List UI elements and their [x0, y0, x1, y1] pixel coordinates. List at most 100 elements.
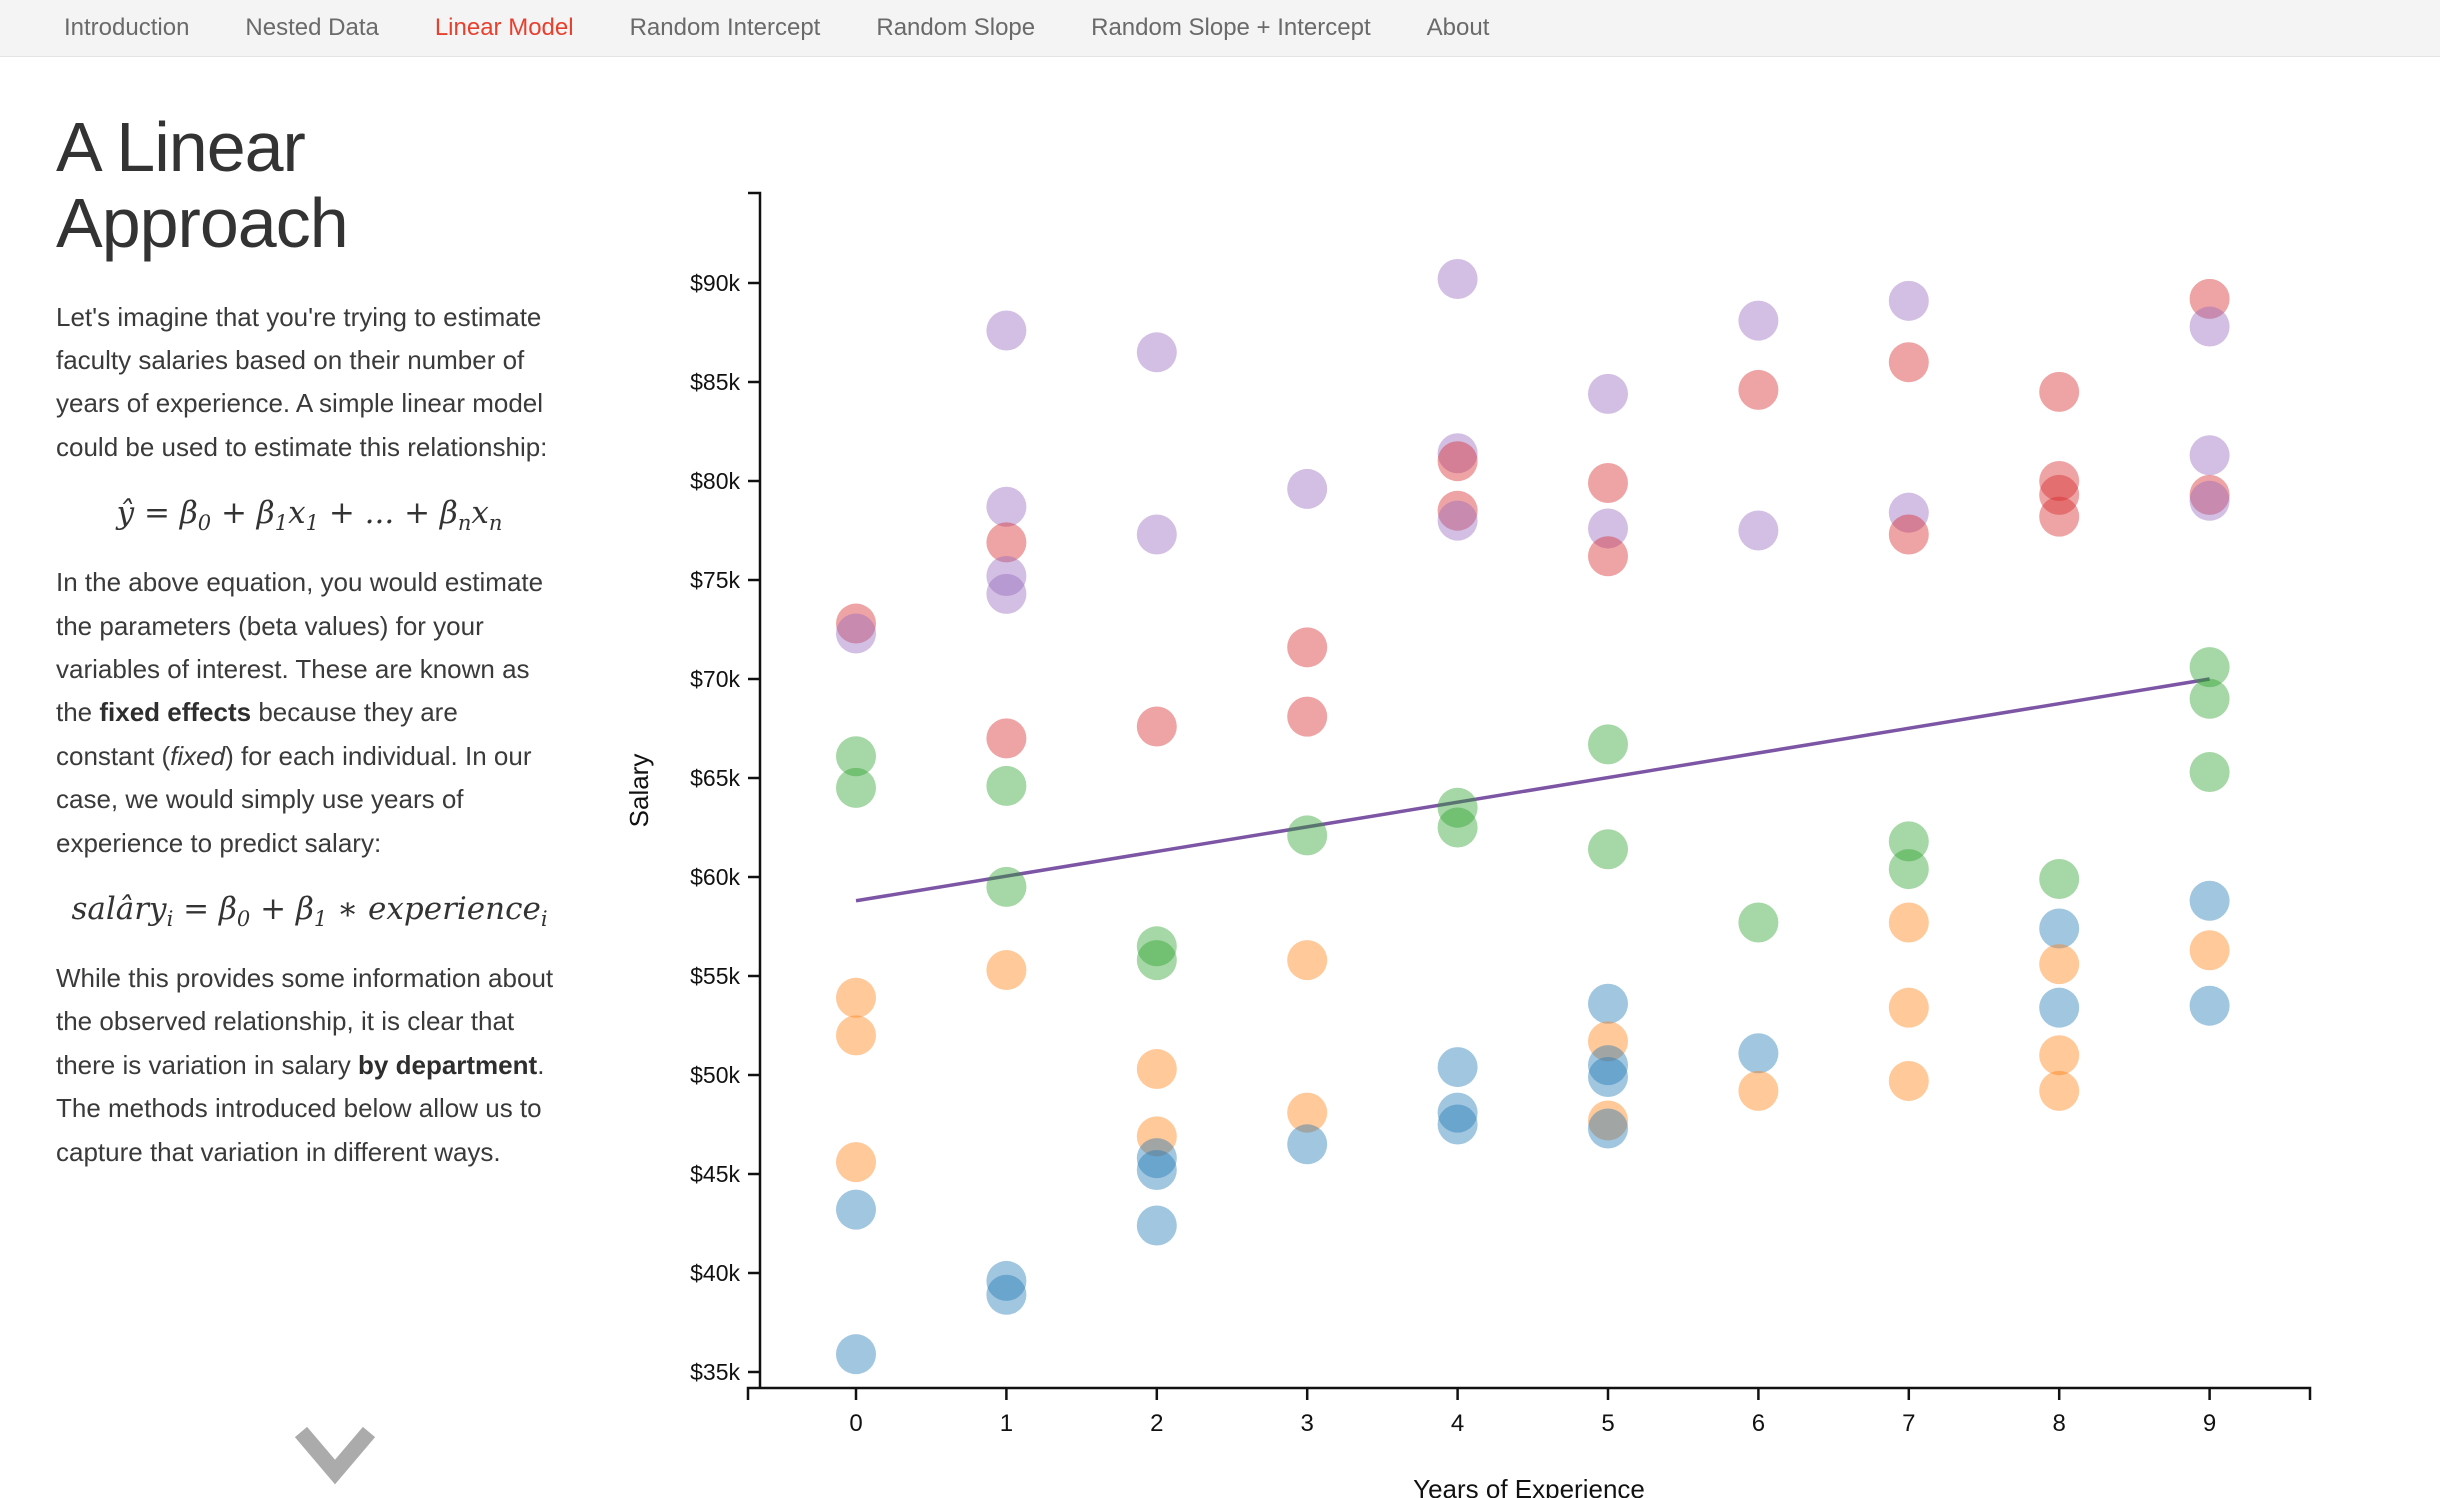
x-axis-line — [746, 1386, 2312, 1400]
scatter-point-purple — [1738, 300, 1779, 341]
scatter-point-blue — [836, 1334, 876, 1375]
equation-term: ŷ = β — [116, 495, 198, 532]
article-column: A Linear Approach Let's imagine that you… — [56, 57, 563, 1174]
scatter-point-red — [1588, 536, 1628, 577]
y-axis-tick-label: $80k — [690, 468, 740, 494]
scatter-point-blue — [1136, 1138, 1177, 1179]
scatter-point-purple — [1738, 510, 1779, 551]
x-axis-title: Years of Experience — [1413, 1474, 1645, 1498]
x-axis-tick-label: 4 — [1451, 1410, 1464, 1437]
nav-item-random-slope[interactable]: Random Slope — [876, 14, 1036, 41]
scatter-point-green — [986, 765, 1027, 806]
scatter-point-purple — [2189, 480, 2230, 521]
equation-subscript: 0 — [236, 907, 251, 932]
scatter-point-orange — [1136, 1049, 1177, 1090]
nav-item-about[interactable]: About — [1426, 14, 1490, 41]
scatter-point-red — [2189, 474, 2230, 515]
scatter-plot-svg: $35k $40k $45k $50k $55k $60k $65k $70k $75k $80k… — [624, 191, 2312, 1498]
scatter-point-blue — [1437, 1092, 1478, 1133]
y-axis-tick-label: $55k — [690, 963, 740, 989]
scatter-point-red — [1888, 342, 1929, 383]
scatter-point-orange — [2039, 1070, 2080, 1111]
italic-text: fixed — [170, 740, 226, 771]
scatter-point-orange — [2039, 944, 2080, 985]
salary-experience-chart: $35k $40k $45k $50k $55k $60k $65k $70k $75k $80k… — [600, 57, 2440, 1498]
scatter-point-red — [1287, 627, 1328, 668]
scatter-point-purple — [1888, 492, 1929, 533]
scatter-point-purple — [1888, 280, 1929, 321]
x-axis-tick-label: 8 — [2053, 1410, 2066, 1437]
page-title: A Linear Approach — [56, 108, 349, 263]
x-axis-tick-label: 3 — [1301, 1410, 1314, 1437]
equation-linear-model: ŷ = β0 + β1x1 + ... + βnxn — [56, 495, 563, 534]
scatter-point-blue — [1588, 1108, 1628, 1149]
text-run: While this provides some information abo… — [56, 963, 554, 1080]
y-axis-tick-label: $70k — [690, 666, 740, 692]
text-run: In the above equation, you would estimat… — [56, 567, 544, 728]
equation-term: + β — [211, 495, 275, 532]
scatter-point-red — [2039, 371, 2080, 412]
scatter-point-purple — [1588, 373, 1628, 414]
scroll-down-chevron-icon[interactable] — [293, 1424, 377, 1486]
equation-salary-model: salâryi = β0 + β1 ∗ experiencei — [56, 891, 563, 930]
scatter-point-blue — [1136, 1205, 1177, 1246]
nav-item-nested-data[interactable]: Nested Data — [245, 14, 379, 41]
scatter-point-blue — [1588, 1056, 1628, 1097]
scatter-point-red — [1136, 706, 1177, 747]
text-run: ) for each individual. In our case, we w… — [56, 740, 532, 858]
scatter-point-green — [1888, 849, 1929, 890]
y-axis-tick-label: $50k — [690, 1062, 740, 1088]
scatter-point-green — [1437, 787, 1478, 828]
scatter-point-purple — [986, 486, 1027, 527]
scatter-point-orange — [1888, 902, 1929, 943]
text-run: because they are constant ( — [56, 697, 458, 771]
regression-trend-line — [855, 677, 2210, 903]
equation-subscript: i — [166, 907, 174, 932]
scatter-point-orange — [2189, 930, 2230, 971]
nav-item-linear-model[interactable]: Linear Model — [434, 14, 574, 41]
scatter-point-blue — [1588, 983, 1628, 1024]
equation-subscript: n — [457, 511, 472, 536]
scatter-point-orange — [1287, 940, 1328, 981]
nav-item-introduction[interactable]: Introduction — [64, 14, 190, 41]
paragraph-variation: While this provides some information abo… — [56, 957, 563, 1174]
scatter-point-purple — [1287, 468, 1328, 509]
scatter-point-orange — [2039, 1035, 2080, 1076]
scatter-point-orange — [1888, 987, 1929, 1028]
x-axis-tick-label: 2 — [1150, 1410, 1163, 1437]
x-axis-tick-label: 7 — [1902, 1410, 1915, 1437]
scatter-point-blue — [2039, 908, 2080, 949]
bold-text: by department — [358, 1049, 538, 1080]
paragraph-intro: Let's imagine that you're trying to esti… — [56, 301, 548, 462]
scatter-point-purple — [836, 613, 876, 654]
scatter-point-red — [1287, 696, 1328, 737]
scatter-point-green — [986, 866, 1027, 907]
scatter-point-blue — [1437, 1104, 1478, 1145]
scatter-point-purple — [1437, 259, 1478, 300]
nav-item-random-slope-intercept[interactable]: Random Slope + Intercept — [1091, 14, 1371, 41]
scatter-point-red — [986, 718, 1027, 759]
scatter-point-blue — [986, 1260, 1027, 1301]
scatter-point-purple — [1136, 514, 1177, 555]
scatter-point-purple — [1437, 433, 1478, 474]
equation-term: ∗ experience — [327, 891, 541, 928]
scatter-point-orange — [1888, 1060, 1929, 1101]
scatter-point-red — [836, 603, 876, 644]
scatter-point-green — [1287, 815, 1328, 856]
scatter-point-green — [2189, 678, 2230, 719]
scatter-point-green — [836, 767, 876, 808]
nav-item-random-intercept[interactable]: Random Intercept — [629, 14, 821, 41]
scatter-point-green — [1588, 829, 1628, 870]
y-axis-tick-label: $60k — [690, 864, 740, 890]
scatter-point-orange — [986, 950, 1027, 991]
y-axis-line — [748, 191, 762, 1388]
scatter-point-red — [1588, 462, 1628, 503]
scatter-point-orange — [1136, 1116, 1177, 1157]
scatter-point-orange — [836, 977, 876, 1018]
y-axis-tick-label: $85k — [690, 369, 740, 395]
equation-term: + ... + β — [318, 495, 458, 532]
scatter-point-blue — [2189, 880, 2230, 921]
scatter-point-green — [1888, 821, 1929, 862]
y-axis-tick-label: $65k — [690, 765, 740, 791]
scatter-point-blue — [2189, 985, 2230, 1026]
